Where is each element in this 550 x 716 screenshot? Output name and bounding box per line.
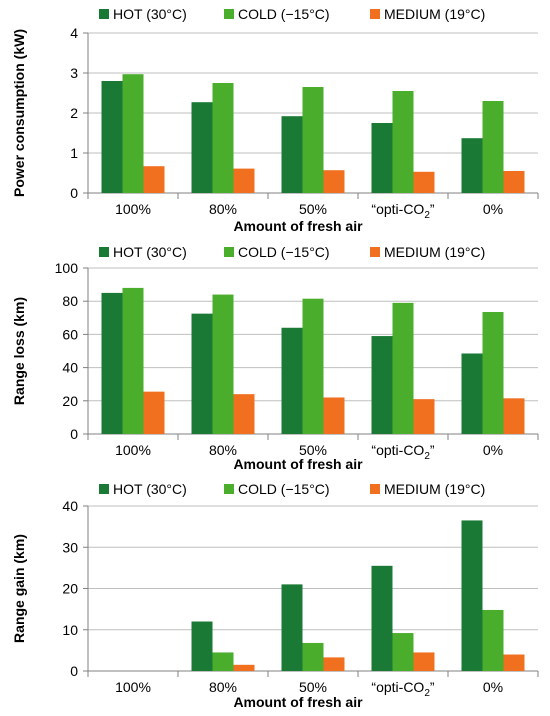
bar-0-0-0 xyxy=(101,81,123,193)
bar-0-4-2 xyxy=(503,171,525,193)
bar-0-1-1 xyxy=(212,83,234,193)
bar-0-3-2 xyxy=(413,171,435,193)
bar-1-0-2 xyxy=(143,391,165,434)
y-tick-label-1-80: 80 xyxy=(62,293,78,309)
legend-label-1-2: MEDIUM (19°C) xyxy=(384,244,485,260)
x-tick-label-2-3: “opti-CO2” xyxy=(371,679,434,699)
bar-2-2-2 xyxy=(323,657,345,671)
y-tick-label-1-20: 20 xyxy=(62,393,78,409)
x-tick-label-1-0: 100% xyxy=(115,442,151,458)
bar-2-2-0 xyxy=(281,584,303,671)
legend-label-0-2: MEDIUM (19°C) xyxy=(384,6,485,22)
bar-1-2-1 xyxy=(302,298,324,434)
x-tick-label-2-1: 80% xyxy=(209,679,237,695)
bar-0-1-2 xyxy=(233,168,255,193)
bar-0-4-0 xyxy=(461,138,483,193)
bar-2-1-1 xyxy=(212,652,234,671)
bar-1-2-0 xyxy=(281,327,303,434)
bar-1-0-1 xyxy=(122,287,144,434)
bar-1-3-0 xyxy=(371,336,393,434)
y-tick-label-2-10: 10 xyxy=(62,622,78,638)
x-tick-label-2-0: 100% xyxy=(115,679,151,695)
legend-swatch-1-1 xyxy=(224,247,234,257)
y-tick-label-0-1: 1 xyxy=(70,145,78,161)
bar-2-3-2 xyxy=(413,652,435,671)
bar-0-0-1 xyxy=(122,74,144,193)
bar-1-0-0 xyxy=(101,292,123,434)
bar-1-1-2 xyxy=(233,394,255,434)
y-axis-title-1: Range loss (km) xyxy=(11,297,27,405)
bar-0-3-0 xyxy=(371,123,393,193)
x-tick-label-0-0: 100% xyxy=(115,201,151,217)
x-tick-label-1-1: 80% xyxy=(209,442,237,458)
bar-2-4-2 xyxy=(503,654,525,671)
y-axis-title-0: Power consumption (kW) xyxy=(11,29,27,197)
y-tick-label-0-0: 0 xyxy=(70,185,78,201)
bar-0-4-1 xyxy=(482,101,504,193)
x-tick-label-2-4: 0% xyxy=(483,679,503,695)
y-tick-label-1-40: 40 xyxy=(62,360,78,376)
bar-0-3-1 xyxy=(392,91,414,193)
bar-2-1-2 xyxy=(233,664,255,671)
legend-swatch-2-0 xyxy=(99,484,109,494)
x-tick-label-0-3: “opti-CO2” xyxy=(371,201,434,221)
bar-1-1-1 xyxy=(212,294,234,434)
bar-2-3-1 xyxy=(392,633,414,671)
legend-label-0-0: HOT (30°C) xyxy=(113,6,187,22)
legend-swatch-0-1 xyxy=(224,9,234,19)
bar-1-3-2 xyxy=(413,399,435,434)
bar-1-4-2 xyxy=(503,398,525,434)
legend-swatch-0-2 xyxy=(370,9,380,19)
y-tick-label-1-100: 100 xyxy=(55,260,79,276)
bar-1-2-2 xyxy=(323,397,345,434)
bar-0-2-1 xyxy=(302,87,324,193)
bar-1-4-1 xyxy=(482,311,504,434)
legend-swatch-1-0 xyxy=(99,247,109,257)
x-tick-label-0-4: 0% xyxy=(483,201,503,217)
bar-0-2-2 xyxy=(323,170,345,193)
x-axis-title-2: Amount of fresh air xyxy=(233,694,363,710)
bar-1-1-0 xyxy=(191,313,213,434)
bar-1-4-0 xyxy=(461,353,483,434)
bar-1-3-1 xyxy=(392,302,414,434)
y-tick-label-0-4: 4 xyxy=(70,25,78,41)
y-tick-label-1-0: 0 xyxy=(70,426,78,442)
legend-label-1-1: COLD (−15°C) xyxy=(238,244,330,260)
y-axis-title-2: Range gain (km) xyxy=(11,534,27,643)
legend-label-1-0: HOT (30°C) xyxy=(113,244,187,260)
legend-swatch-1-2 xyxy=(370,247,380,257)
y-tick-label-0-2: 2 xyxy=(70,105,78,121)
bar-0-1-0 xyxy=(191,102,213,193)
bar-2-2-1 xyxy=(302,642,324,671)
bar-2-1-0 xyxy=(191,621,213,671)
legend-swatch-0-0 xyxy=(99,9,109,19)
legend-swatch-2-1 xyxy=(224,484,234,494)
y-tick-label-2-40: 40 xyxy=(62,498,78,514)
y-tick-label-0-3: 3 xyxy=(70,65,78,81)
x-tick-label-1-3: “opti-CO2” xyxy=(371,442,434,462)
x-tick-label-0-1: 80% xyxy=(209,201,237,217)
bar-0-0-2 xyxy=(143,166,165,193)
legend-label-0-1: COLD (−15°C) xyxy=(238,6,330,22)
x-tick-label-2-2: 50% xyxy=(299,679,327,695)
legend-label-2-0: HOT (30°C) xyxy=(113,481,187,497)
y-tick-label-2-0: 0 xyxy=(70,663,78,679)
x-tick-label-1-2: 50% xyxy=(299,442,327,458)
y-tick-label-1-60: 60 xyxy=(62,326,78,342)
y-tick-label-2-30: 30 xyxy=(62,539,78,555)
bar-2-4-1 xyxy=(482,609,504,671)
legend-label-2-1: COLD (−15°C) xyxy=(238,481,330,497)
x-tick-label-0-2: 50% xyxy=(299,201,327,217)
bar-0-2-0 xyxy=(281,116,303,193)
bar-2-3-0 xyxy=(371,565,393,671)
bar-2-4-0 xyxy=(461,520,483,671)
legend-label-2-2: MEDIUM (19°C) xyxy=(384,481,485,497)
y-tick-label-2-20: 20 xyxy=(62,581,78,597)
legend-swatch-2-2 xyxy=(370,484,380,494)
x-axis-title-0: Amount of fresh air xyxy=(233,218,363,234)
x-axis-title-1: Amount of fresh air xyxy=(233,456,363,472)
x-tick-label-1-4: 0% xyxy=(483,442,503,458)
